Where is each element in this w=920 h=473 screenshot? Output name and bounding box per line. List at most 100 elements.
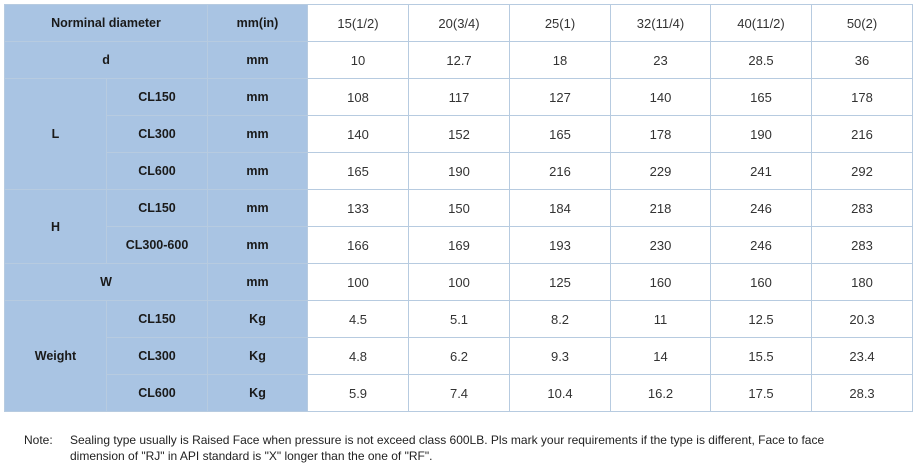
row-label-L: L: [4, 78, 107, 190]
class-cell: CL600: [105, 152, 209, 190]
size-header: 50(2): [811, 4, 914, 42]
size-header: 40(11/2): [710, 4, 813, 42]
value-cell: 5.9: [307, 374, 410, 412]
value-cell: 178: [811, 78, 914, 116]
value-cell: 20.3: [811, 300, 914, 338]
unit-cell: mm: [207, 226, 309, 264]
class-cell: CL300: [105, 115, 209, 153]
table-row: W mm 100 100 125 160 160 180: [3, 263, 914, 301]
value-cell: 165: [307, 152, 410, 190]
note-text: Sealing type usually is Raised Face when…: [70, 433, 825, 463]
value-cell: 36: [811, 41, 914, 79]
value-cell: 12.7: [408, 41, 511, 79]
value-cell: 190: [408, 152, 511, 190]
size-header: 15(1/2): [307, 4, 410, 42]
table-row: CL300-600 mm 166 169 193 230 246 283: [5, 226, 914, 264]
nominal-diameter-header: Norminal diameter: [3, 4, 209, 42]
value-cell: 14: [610, 337, 712, 375]
value-cell: 12.5: [710, 300, 813, 338]
value-cell: 283: [811, 226, 914, 264]
value-cell: 100: [408, 263, 511, 301]
value-cell: 8.2: [509, 300, 612, 338]
value-cell: 117: [408, 78, 511, 116]
value-cell: 180: [811, 263, 914, 301]
value-cell: 152: [408, 115, 511, 153]
value-cell: 28.5: [710, 41, 813, 79]
value-cell: 6.2: [408, 337, 511, 375]
class-cell: CL150: [105, 300, 209, 338]
value-cell: 169: [408, 226, 511, 264]
value-cell: 10: [307, 41, 410, 79]
value-cell: 230: [610, 226, 712, 264]
value-cell: 28.3: [811, 374, 914, 412]
value-cell: 23.4: [811, 337, 914, 375]
value-cell: 193: [509, 226, 612, 264]
value-cell: 216: [811, 115, 914, 153]
note-label: Note:: [24, 433, 53, 447]
unit-header: mm(in): [207, 4, 309, 42]
table-row: H CL150 mm 133 150 184 218 246 283: [4, 189, 914, 264]
value-cell: 178: [610, 115, 712, 153]
class-cell: CL300: [105, 337, 209, 375]
value-cell: 15.5: [710, 337, 813, 375]
value-cell: 7.4: [408, 374, 511, 412]
value-cell: 160: [710, 263, 813, 301]
unit-cell: Kg: [207, 337, 309, 375]
value-cell: 229: [610, 152, 712, 190]
value-cell: 165: [509, 115, 612, 153]
row-label-W: W: [3, 263, 209, 301]
row-label-weight: Weight: [4, 300, 107, 412]
class-cell: CL150: [105, 78, 209, 116]
value-cell: 17.5: [710, 374, 813, 412]
value-cell: 165: [710, 78, 813, 116]
unit-cell: mm: [207, 263, 309, 301]
value-cell: 10.4: [509, 374, 612, 412]
value-cell: 23: [610, 41, 712, 79]
class-cell: CL600: [105, 374, 209, 412]
unit-cell: mm: [207, 41, 309, 79]
table-row: CL300 Kg 4.8 6.2 9.3 14 15.5 23.4: [5, 337, 914, 375]
value-cell: 5.1: [408, 300, 511, 338]
value-cell: 283: [811, 189, 914, 227]
unit-cell: mm: [207, 78, 309, 116]
value-cell: 4.5: [307, 300, 410, 338]
value-cell: 190: [710, 115, 813, 153]
row-label-H: H: [4, 189, 107, 264]
row-label-d: d: [3, 41, 209, 79]
table-row: CL600 Kg 5.9 7.4 10.4 16.2 17.5 28.3: [5, 374, 914, 412]
value-cell: 18: [509, 41, 612, 79]
table-row: Weight CL150 Kg 4.5 5.1 8.2 11 12.5 20.3: [4, 300, 914, 412]
value-cell: 218: [610, 189, 712, 227]
table-row: CL600 mm 165 190 216 229 241 292: [5, 152, 914, 190]
value-cell: 125: [509, 263, 612, 301]
value-cell: 246: [710, 189, 813, 227]
class-cell: CL300-600: [105, 226, 209, 264]
value-cell: 216: [509, 152, 612, 190]
value-cell: 246: [710, 226, 813, 264]
size-header: 32(11/4): [610, 4, 712, 42]
table-row: d mm 10 12.7 18 23 28.5 36: [3, 41, 914, 79]
unit-cell: Kg: [207, 374, 309, 412]
value-cell: 150: [408, 189, 511, 227]
value-cell: 16.2: [610, 374, 712, 412]
value-cell: 140: [307, 115, 410, 153]
unit-cell: mm: [207, 189, 309, 227]
table-row: L CL150 mm 108 117 127 140 165 178: [4, 78, 914, 190]
size-header: 20(3/4): [408, 4, 511, 42]
value-cell: 11: [610, 300, 712, 338]
value-cell: 140: [610, 78, 712, 116]
table-row: CL300 mm 140 152 165 178 190 216: [5, 115, 914, 153]
unit-cell: mm: [207, 152, 309, 190]
value-cell: 100: [307, 263, 410, 301]
value-cell: 108: [307, 78, 410, 116]
dimension-table: Norminal diameter mm(in) 15(1/2) 20(3/4)…: [3, 4, 914, 412]
value-cell: 166: [307, 226, 410, 264]
value-cell: 241: [710, 152, 813, 190]
value-cell: 4.8: [307, 337, 410, 375]
unit-cell: Kg: [207, 300, 309, 338]
class-cell: CL150: [105, 189, 209, 227]
size-header: 25(1): [509, 4, 612, 42]
value-cell: 133: [307, 189, 410, 227]
value-cell: 292: [811, 152, 914, 190]
value-cell: 9.3: [509, 337, 612, 375]
